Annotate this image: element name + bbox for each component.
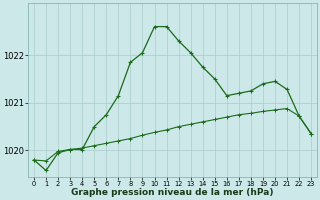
X-axis label: Graphe pression niveau de la mer (hPa): Graphe pression niveau de la mer (hPa)	[71, 188, 274, 197]
